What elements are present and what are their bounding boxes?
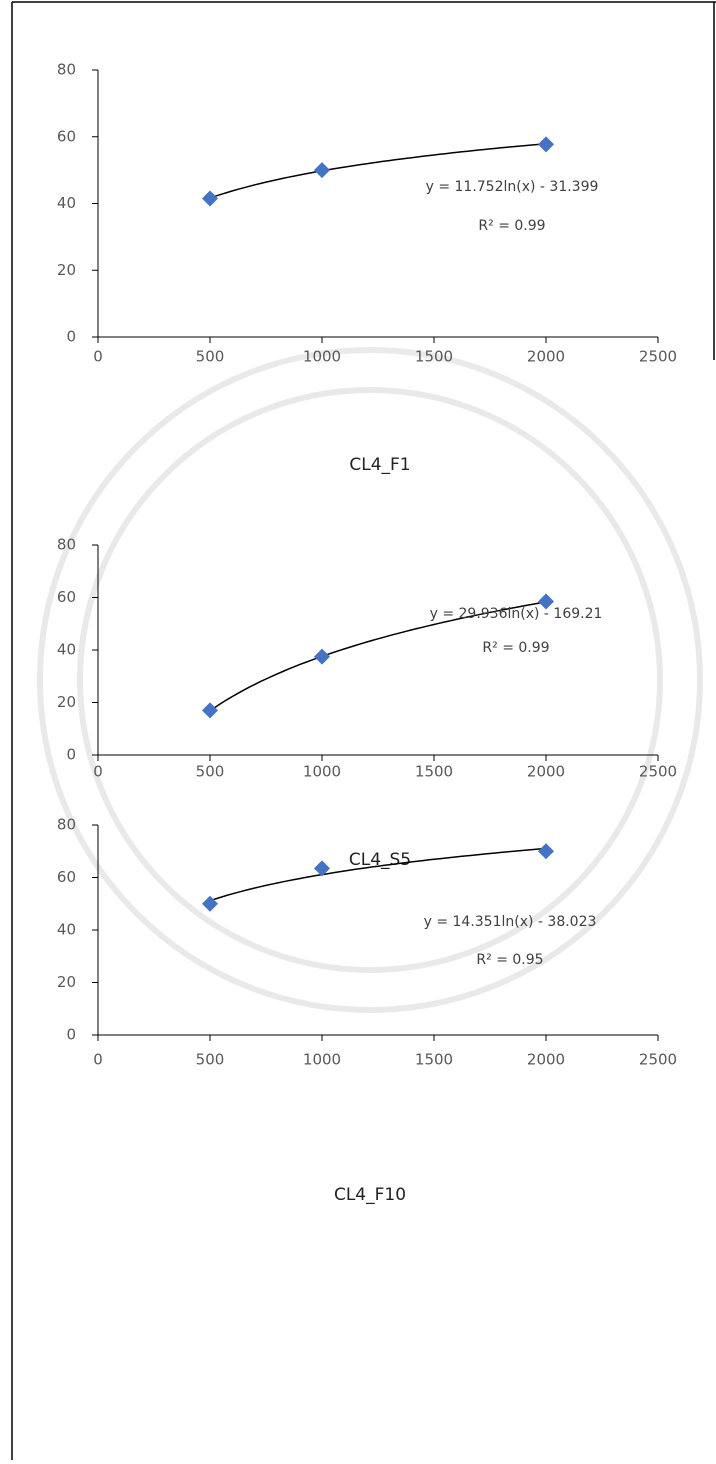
x-tick-label: 0 — [93, 763, 103, 781]
y-tick-label: 80 — [57, 61, 76, 79]
chart-title: CL4_S5 — [349, 850, 411, 870]
trendline — [209, 847, 547, 902]
x-tick-label: 1000 — [303, 763, 341, 781]
point — [202, 190, 218, 207]
x-tick-label: 500 — [196, 348, 225, 366]
x-tick-label: 1500 — [415, 1051, 453, 1069]
x-tick-label: 2000 — [527, 1051, 565, 1069]
trend-r2: R² = 0.99 — [478, 218, 545, 234]
watermark — [37, 347, 703, 1013]
y-tick-label: 80 — [57, 816, 76, 834]
x-tick-label: 500 — [196, 763, 225, 781]
trend-r2: R² = 0.95 — [476, 952, 543, 968]
y-tick-label: 0 — [66, 746, 76, 764]
y-tick-label: 40 — [57, 921, 76, 939]
point — [202, 895, 218, 912]
trend-r2: R² = 0.99 — [482, 640, 549, 656]
trendline — [209, 601, 547, 712]
trend-equation: y = 29.936ln(x) - 169.21 — [430, 606, 603, 622]
point — [202, 702, 218, 719]
x-tick-label: 1000 — [303, 348, 341, 366]
x-tick-label: 2500 — [639, 348, 677, 366]
y-tick-label: 60 — [57, 127, 76, 145]
x-tick-label: 0 — [93, 1051, 103, 1069]
x-tick-label: 1500 — [415, 763, 453, 781]
point — [538, 593, 554, 610]
point — [314, 648, 330, 665]
trend-equation: y = 14.351ln(x) - 38.023 — [424, 914, 597, 930]
x-tick-label: 2000 — [527, 348, 565, 366]
y-tick-label: 40 — [57, 194, 76, 212]
trendline — [209, 142, 547, 199]
x-tick-label: 2500 — [639, 763, 677, 781]
x-tick-label: 0 — [93, 348, 103, 366]
x-tick-label: 2500 — [639, 1051, 677, 1069]
y-tick-label: 80 — [57, 536, 76, 554]
y-tick-label: 0 — [66, 328, 76, 346]
y-tick-label: 60 — [57, 868, 76, 886]
trend-equation: y = 11.752ln(x) - 31.399 — [426, 179, 599, 195]
x-tick-label: 1500 — [415, 348, 453, 366]
point — [314, 162, 330, 179]
y-tick-label: 0 — [66, 1026, 76, 1044]
y-tick-label: 20 — [57, 973, 76, 991]
point — [314, 860, 330, 877]
y-tick-label: 60 — [57, 588, 76, 606]
x-tick-label: 500 — [196, 1051, 225, 1069]
x-tick-label: 2000 — [527, 763, 565, 781]
chart-title: CL4_F10 — [334, 1185, 406, 1205]
y-tick-label: 20 — [57, 261, 76, 279]
x-tick-label: 1000 — [303, 1051, 341, 1069]
point — [538, 843, 554, 860]
y-tick-label: 20 — [57, 693, 76, 711]
y-tick-label: 40 — [57, 641, 76, 659]
chart-title: CL4_F1 — [349, 455, 410, 475]
point — [538, 136, 554, 153]
